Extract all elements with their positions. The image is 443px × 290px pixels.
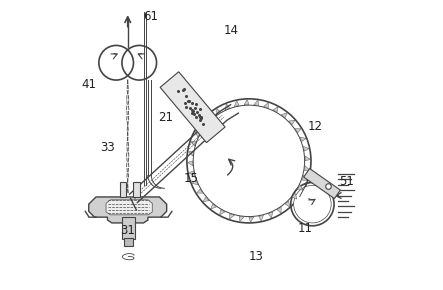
Text: 51: 51 <box>340 175 354 188</box>
Polygon shape <box>192 180 198 185</box>
Polygon shape <box>188 151 194 156</box>
Polygon shape <box>234 101 239 106</box>
Polygon shape <box>187 161 193 166</box>
Polygon shape <box>292 193 297 199</box>
Polygon shape <box>229 214 234 219</box>
Polygon shape <box>239 216 244 222</box>
Polygon shape <box>277 207 281 213</box>
Text: 33: 33 <box>100 142 115 154</box>
Polygon shape <box>197 189 203 193</box>
Text: 11: 11 <box>298 222 313 235</box>
Polygon shape <box>304 166 310 171</box>
Polygon shape <box>273 107 278 112</box>
Polygon shape <box>303 168 340 199</box>
Polygon shape <box>289 120 295 125</box>
Polygon shape <box>281 113 287 118</box>
Polygon shape <box>195 132 200 137</box>
Text: 61: 61 <box>143 10 158 23</box>
Circle shape <box>193 105 305 217</box>
Polygon shape <box>268 212 273 218</box>
Polygon shape <box>201 123 206 128</box>
Polygon shape <box>106 200 152 215</box>
Polygon shape <box>285 201 290 207</box>
Text: 21: 21 <box>158 111 173 124</box>
Text: 15: 15 <box>184 172 198 185</box>
Bar <box>133 182 140 197</box>
Polygon shape <box>302 175 307 180</box>
Polygon shape <box>249 217 254 222</box>
Polygon shape <box>305 156 311 161</box>
Text: 13: 13 <box>249 250 264 263</box>
Text: 14: 14 <box>224 24 239 37</box>
Polygon shape <box>264 103 268 108</box>
Polygon shape <box>189 171 194 175</box>
Circle shape <box>294 185 331 223</box>
Bar <box>120 182 126 197</box>
Polygon shape <box>259 215 264 221</box>
Text: 31: 31 <box>120 224 135 237</box>
Bar <box>124 238 132 246</box>
Polygon shape <box>211 204 217 209</box>
Polygon shape <box>203 197 209 202</box>
Polygon shape <box>303 146 309 151</box>
Text: 12: 12 <box>308 120 323 133</box>
Text: 41: 41 <box>81 78 96 91</box>
Polygon shape <box>254 100 259 106</box>
Polygon shape <box>217 108 221 115</box>
Polygon shape <box>298 185 303 190</box>
Polygon shape <box>225 104 229 110</box>
Polygon shape <box>300 137 306 142</box>
Bar <box>122 217 135 239</box>
Polygon shape <box>208 115 213 121</box>
Polygon shape <box>220 210 225 215</box>
Polygon shape <box>244 99 249 105</box>
Polygon shape <box>89 197 167 223</box>
Polygon shape <box>295 128 301 133</box>
Polygon shape <box>190 141 196 146</box>
Polygon shape <box>160 72 225 143</box>
